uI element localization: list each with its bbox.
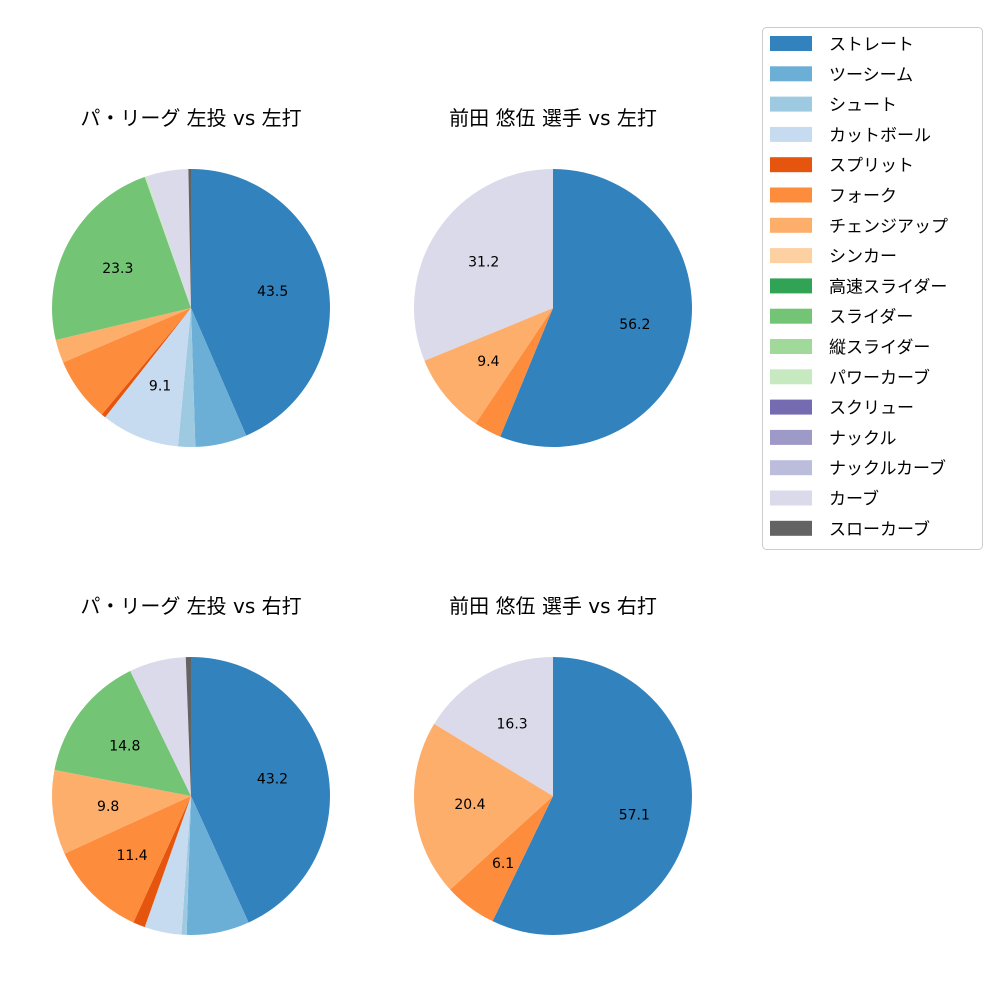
legend: ストレートツーシームシュートカットボールスプリットフォークチェンジアップシンカー… — [762, 27, 983, 550]
legend-item-label: パワーカーブ — [829, 367, 930, 388]
pie-slice-スローカーブ — [185, 657, 191, 796]
legend-swatch — [770, 278, 812, 294]
pie-title: 前田 悠伍 選手 vs 左打 — [449, 106, 657, 130]
legend-swatch — [770, 66, 812, 82]
pie-value-label: 16.3 — [497, 716, 528, 732]
legend-swatch — [770, 126, 812, 142]
pie-value-label: 57.1 — [619, 808, 650, 824]
pie-chart-1: パ・リーグ 左投 vs 左打 43.5 9.1 23.3 — [52, 106, 331, 448]
legend-item-label: 高速スライダー — [829, 277, 947, 297]
pie-slice-フォーク — [450, 796, 553, 922]
pie-value-label: 9.8 — [97, 799, 119, 815]
pie-slice-カットボール — [105, 308, 191, 447]
legend-swatch — [770, 490, 812, 506]
legend-swatch — [770, 429, 812, 445]
legend-item-label: スプリット — [829, 156, 914, 176]
legend-item-label: カーブ — [829, 489, 879, 510]
pie-chart-3: パ・リーグ 左投 vs 右打 43.2 11.4 9.8 14.8 — [51, 594, 330, 935]
legend-item-label: カットボール — [829, 126, 931, 146]
pie-slice-チェンジアップ — [51, 769, 191, 854]
pie-value-label: 43.5 — [257, 284, 288, 300]
legend-swatch — [770, 248, 812, 264]
pie-slice-スローカーブ — [188, 169, 191, 308]
legend-item-label: シンカー — [829, 247, 897, 267]
pie-slice-ツーシーム — [186, 796, 249, 935]
pie-value-label: 9.1 — [149, 378, 171, 394]
pie-slice-シュート — [181, 796, 191, 935]
pie-slice-スプリット — [133, 796, 191, 928]
pie-slice-ストレート — [191, 657, 330, 923]
legend-item-label: ストレート — [829, 35, 914, 55]
legend-item-label: ナックル — [829, 429, 897, 449]
pie-value-label: 9.4 — [477, 354, 499, 370]
pie-value-label: 20.4 — [454, 797, 485, 813]
pie-title: パ・リーグ 左投 vs 右打 — [80, 594, 301, 618]
pie-value-label: 14.8 — [109, 738, 140, 754]
pie-slice-カーブ — [130, 657, 191, 796]
legend-item-label: フォーク — [829, 187, 897, 207]
legend-item-label: ツーシーム — [829, 65, 913, 85]
pie-slice-チェンジアップ — [414, 723, 553, 890]
pie-value-label: 6.1 — [492, 856, 514, 872]
pie-value-label: 31.2 — [468, 255, 499, 271]
legend-swatch — [770, 460, 812, 476]
legend-swatch — [770, 187, 812, 203]
pie-slice-カーブ — [434, 657, 553, 796]
pie-title: パ・リーグ 左投 vs 左打 — [80, 106, 301, 130]
legend-swatch — [770, 157, 812, 173]
pie-slice-スライダー — [54, 670, 192, 796]
pie-slice-ストレート — [191, 169, 331, 436]
pie-chart-4: 前田 悠伍 選手 vs 右打 57.1 6.1 20.4 16.3 — [414, 594, 693, 935]
legend-swatch — [770, 520, 812, 536]
pie-slice-カーブ — [146, 169, 191, 308]
legend-item-label: 縦スライダー — [829, 338, 930, 358]
legend-swatch — [770, 339, 812, 354]
legend-swatch — [770, 308, 812, 324]
legend-item-label: スローカーブ — [829, 519, 930, 540]
pie-title: 前田 悠伍 選手 vs 右打 — [449, 594, 657, 618]
pie-slice-カットボール — [144, 796, 191, 935]
pie-slice-チェンジアップ — [424, 308, 553, 424]
pie-value-label: 56.2 — [619, 317, 650, 333]
pie-slice-ストレート — [492, 657, 693, 935]
pie-slice-フォーク — [475, 308, 553, 437]
pie-slice-フォーク — [63, 308, 192, 415]
legend-item-label: チェンジアップ — [829, 217, 948, 237]
pie-chart-2: 前田 悠伍 選手 vs 左打 56.2 9.4 31.2 — [414, 106, 692, 447]
pie-value-label: 11.4 — [116, 848, 147, 864]
pie-value-label: 23.3 — [102, 261, 133, 277]
pie-slice-シュート — [177, 308, 196, 448]
pie-slice-パワーカーブ — [144, 176, 191, 308]
legend-swatch — [770, 36, 812, 51]
pie-slice-スライダー — [52, 176, 191, 341]
legend-frame — [762, 27, 983, 550]
legend-swatch — [770, 217, 812, 233]
pie-slice-ツーシーム — [191, 308, 247, 447]
pie-value-label: 43.2 — [257, 771, 288, 787]
legend-swatch — [770, 96, 812, 112]
pie-slice-ストレート — [500, 169, 692, 447]
pie-slice-チェンジアップ — [55, 308, 192, 363]
legend-item-label: スクリュー — [829, 399, 914, 419]
legend-item-label: ナックルカーブ — [829, 458, 946, 479]
pie-slice-フォーク — [64, 796, 191, 923]
legend-swatch — [770, 369, 812, 385]
legend-item-label: スライダー — [829, 308, 913, 328]
pie-slice-カーブ — [414, 169, 553, 361]
pie-slice-スプリット — [101, 308, 191, 418]
legend-item-label: シュート — [829, 96, 897, 116]
legend-swatch — [770, 399, 812, 415]
